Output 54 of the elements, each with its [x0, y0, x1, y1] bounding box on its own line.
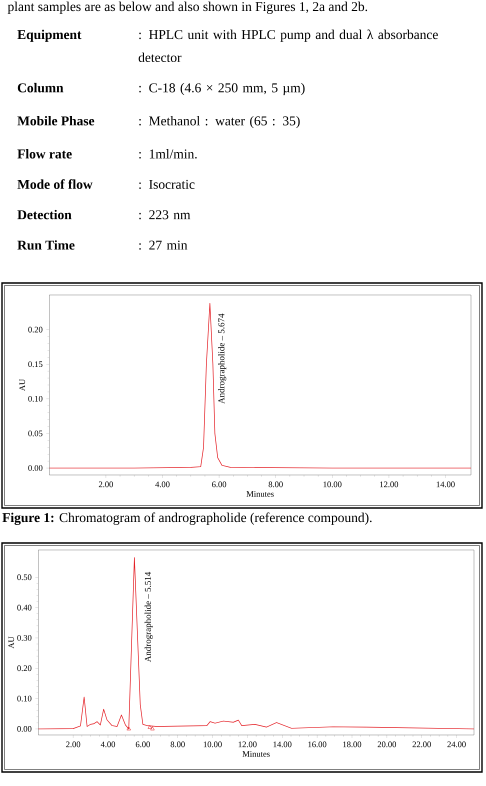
x-tick-label: 22.00 — [412, 742, 431, 748]
line-series — [49, 302, 471, 468]
x-axis-title: Minutes — [246, 491, 274, 497]
text: : C-18 (4.6 × 250 mm, 5 µm) — [139, 82, 305, 96]
text: : 1ml/min. — [139, 149, 197, 159]
y-tick-label: 0.20 — [17, 665, 32, 672]
text: Column — [18, 82, 64, 92]
x-tick-label: 2.00 — [66, 742, 80, 748]
y-tick-label: 0.40 — [17, 604, 32, 610]
x-tick-label: 12.00 — [238, 742, 257, 748]
x-tick-label: 4.00 — [100, 742, 116, 748]
text: plant samples are as below and also shown in Figures 1, 2a and 2b. — [8, 2, 368, 14]
annotation: Andrographolide – 5.674 — [218, 314, 226, 404]
x-tick-label: 24.00 — [447, 742, 466, 748]
x-tick-label: 14.00 — [274, 742, 292, 748]
annotation: Andrographolide – 5.514 — [144, 572, 153, 662]
y-tick-label: 0.30 — [17, 635, 32, 641]
y-tick-label: 0.00 — [17, 726, 32, 732]
y-tick-label: 0.05 — [28, 430, 42, 436]
text: Mobile Phase — [17, 116, 94, 126]
text: : HPLC unit with HPLC pump and dual λ absorbance detector — [138, 30, 438, 62]
x-tick-label: 16.00 — [308, 742, 326, 748]
text: : 27 min — [139, 240, 188, 250]
y-tick-label: 0.15 — [28, 361, 42, 368]
text: Figure 1: Chromatogram of andrographolide (reference compound). — [2, 512, 372, 525]
x-tick-label: 14.00 — [436, 482, 455, 488]
x-tick-label: 8.00 — [170, 742, 185, 748]
x-tick-label: 10.00 — [204, 742, 222, 748]
x-tick-label: 20.00 — [378, 742, 396, 748]
x-tick-label: 8.00 — [268, 482, 283, 488]
x-tick-label: 6.00 — [136, 742, 150, 748]
x-tick-label: 12.00 — [380, 482, 398, 488]
text: Run Time — [17, 240, 75, 250]
text: Mode of flow — [17, 179, 93, 189]
y-tick-label: 0.50 — [17, 574, 32, 580]
line-series — [38, 557, 474, 730]
text: : 223 nm — [139, 210, 190, 220]
y-axis-title: AU — [19, 379, 26, 392]
x-tick-label: 18.00 — [343, 742, 362, 748]
text: : Methanol : water (65 : 35) — [139, 116, 300, 128]
x-tick-label: 10.00 — [324, 482, 342, 488]
y-axis-title: AU — [8, 636, 14, 649]
text: Equipment — [17, 30, 82, 42]
x-tick-label: 4.00 — [155, 482, 170, 488]
text: Detection — [17, 210, 72, 220]
text: Flow rate — [17, 149, 72, 158]
text: : Isocratic — [139, 180, 195, 189]
x-tick-label: 6.00 — [212, 482, 226, 488]
y-tick-label: 0.20 — [28, 326, 42, 332]
y-tick-label: 0.00 — [28, 465, 42, 471]
y-tick-label: 0.10 — [17, 696, 32, 702]
x-axis-title: Minutes — [242, 751, 270, 757]
y-tick-label: 0.10 — [28, 396, 42, 402]
x-tick-label: 2.00 — [98, 482, 113, 488]
